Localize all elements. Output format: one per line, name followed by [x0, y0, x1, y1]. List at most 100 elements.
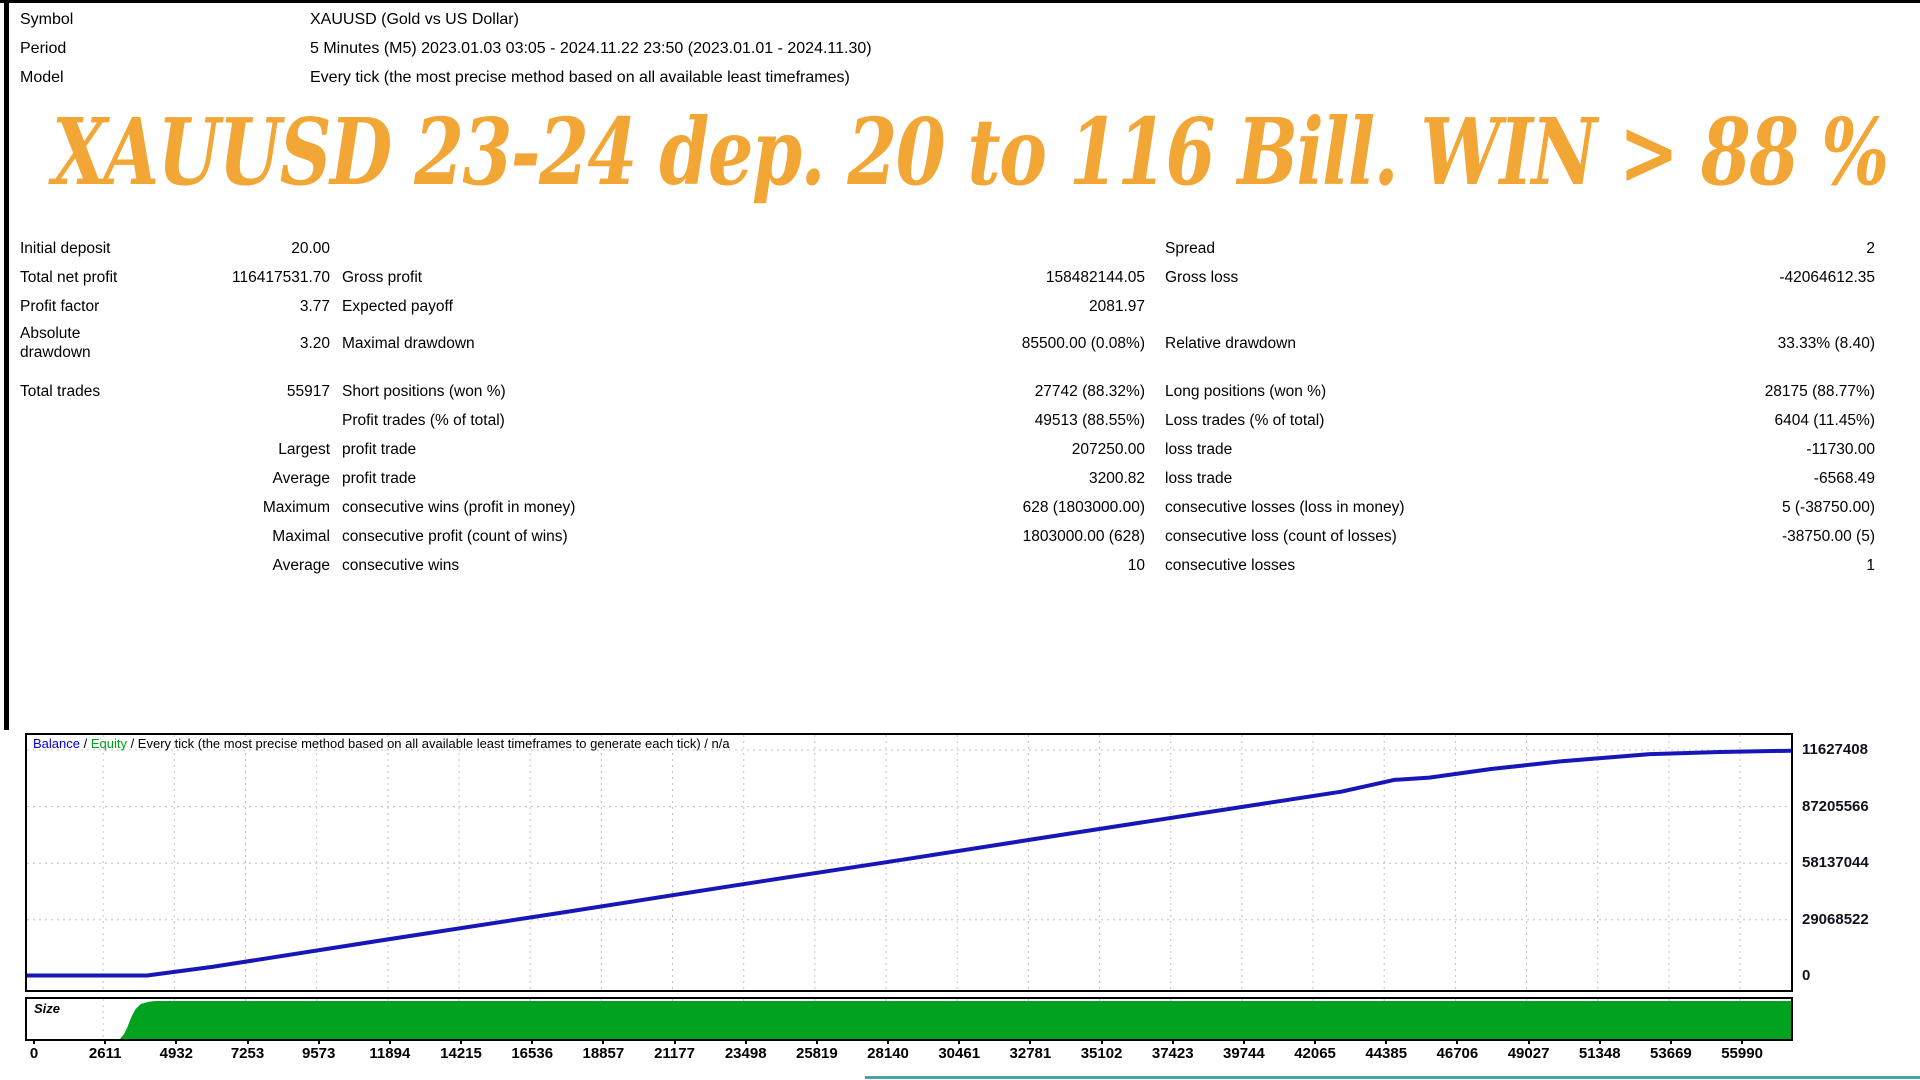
table-row: Initial deposit 20.00 Spread 2 — [0, 234, 1895, 263]
y-axis-label: 11627408 — [1802, 741, 1868, 758]
x-tick-label: 2611 — [88, 1045, 122, 1062]
x-tick-label: 49027 — [1507, 1045, 1550, 1062]
x-tick-mark — [104, 1039, 107, 1044]
x-tick-mark — [33, 1039, 35, 1044]
stat-label: consecutive wins (profit in money) — [342, 499, 576, 516]
x-tick-mark — [1385, 1039, 1388, 1044]
stat-label: Profit trades (% of total) — [342, 412, 505, 429]
table-row: Total trades 55917 Short positions (won … — [0, 377, 1895, 406]
stat-label: Gross profit — [342, 269, 423, 286]
stat-qualifier: Average — [272, 470, 330, 487]
period-label: Period — [20, 40, 67, 57]
x-tick-mark — [744, 1039, 747, 1044]
y-axis-label: 0 — [1802, 967, 1811, 985]
x-tick-mark — [175, 1039, 178, 1044]
x-tick-mark — [317, 1039, 320, 1044]
model-value: Every tick (the most precise method base… — [310, 69, 850, 86]
x-tick-label: 35102 — [1080, 1045, 1123, 1062]
results-table: Initial deposit 20.00 Spread 2 Total net… — [0, 234, 1895, 580]
test-info-table: Symbol XAUUSD (Gold vs US Dollar) Period… — [0, 5, 1900, 92]
x-tick-label: 39744 — [1223, 1045, 1265, 1062]
legend-model-text: / Every tick (the most precise method ba… — [126, 736, 730, 751]
symbol-row: Symbol XAUUSD (Gold vs US Dollar) — [0, 5, 1900, 34]
table-row: Maximum consecutive wins (profit in mone… — [0, 493, 1895, 522]
top-border — [0, 0, 1920, 3]
stat-label: loss trade — [1165, 470, 1233, 487]
stat-value: 628 (1803000.00) — [1022, 499, 1145, 516]
stat-label: Spread — [1165, 240, 1215, 257]
size-panel-label: Size — [34, 1001, 61, 1016]
stat-value: 3.77 — [299, 298, 330, 315]
x-tick-label: 11894 — [369, 1045, 411, 1062]
bottom-accent-strip — [865, 1076, 1920, 1079]
size-panel: Size — [25, 997, 1793, 1041]
x-tick-mark — [1527, 1039, 1530, 1044]
x-tick-mark — [673, 1039, 676, 1044]
stat-value: -42064612.35 — [1779, 269, 1875, 286]
stat-value: 6404 (11.45%) — [1774, 412, 1875, 429]
stat-value: 2 — [1866, 240, 1875, 257]
symbol-value: XAUUSD (Gold vs US Dollar) — [310, 11, 519, 28]
balance-chart-panel: Balance / Equity / Every tick (the most … — [25, 733, 1793, 992]
stat-label: Maximal drawdown — [342, 334, 475, 352]
x-tick-mark — [388, 1039, 391, 1044]
stat-label: consecutive profit (count of wins) — [342, 528, 568, 545]
table-row: Average profit trade 3200.82 loss trade … — [0, 464, 1895, 493]
stat-qualifier: Largest — [278, 441, 330, 458]
x-tick-mark — [1741, 1039, 1744, 1044]
model-label: Model — [20, 69, 64, 86]
x-tick-label: 51348 — [1578, 1045, 1621, 1062]
stat-value: 27742 (88.32%) — [1034, 383, 1145, 400]
x-tick-label: 23498 — [724, 1045, 767, 1062]
stat-label: loss trade — [1165, 441, 1233, 458]
x-tick-mark — [887, 1039, 890, 1044]
x-tick-label: 32781 — [1009, 1045, 1052, 1062]
stat-qualifier: Maximal — [272, 528, 330, 545]
table-row: Absolute drawdown 3.20 Maximal drawdown … — [0, 321, 1895, 365]
promo-banner-text: XAUUSD 23-24 dep. 20 to 116 Bill. WIN > … — [52, 98, 1889, 206]
stat-value: 20.00 — [291, 240, 330, 257]
stat-label: Relative drawdown — [1165, 334, 1296, 352]
x-tick-mark — [1242, 1039, 1245, 1044]
x-tick-mark — [1456, 1039, 1459, 1044]
stat-value: 28175 (88.77%) — [1764, 383, 1875, 400]
stat-label: Profit factor — [20, 298, 100, 315]
stat-label: Loss trades (% of total) — [1165, 412, 1325, 429]
stat-value: 1 — [1866, 557, 1875, 574]
stat-value: -11730.00 — [1806, 441, 1875, 458]
left-border — [4, 0, 9, 730]
x-tick-mark — [602, 1039, 605, 1044]
stat-value: 49513 (88.55%) — [1034, 412, 1145, 429]
stat-qualifier: Average — [272, 557, 330, 574]
stat-value: 2081.97 — [1088, 298, 1145, 315]
stat-label: Short positions (won %) — [342, 383, 506, 400]
stat-value: 55917 — [286, 383, 330, 400]
x-tick-mark — [246, 1039, 249, 1044]
table-row: Profit factor 3.77 Expected payoff 2081.… — [0, 292, 1895, 321]
period-value: 5 Minutes (M5) 2023.01.03 03:05 - 2024.1… — [310, 40, 872, 57]
stat-value: 33.33% (8.40) — [1777, 334, 1875, 352]
x-tick-mark — [958, 1039, 961, 1044]
x-tick-label: 53669 — [1650, 1045, 1692, 1062]
y-axis-label: 29068522 — [1802, 910, 1869, 928]
x-tick-label: 55990 — [1721, 1045, 1763, 1062]
y-axis-label: 87205566 — [1802, 797, 1869, 815]
stat-value: -38750.00 (5) — [1781, 528, 1875, 545]
size-chart-svg — [102, 999, 1791, 1039]
x-tick-mark — [460, 1039, 463, 1044]
stat-label: consecutive wins — [342, 557, 460, 574]
stat-value: -6568.49 — [1813, 470, 1875, 487]
stat-label: consecutive losses (loss in money) — [1165, 499, 1405, 516]
table-row: Total net profit 116417531.70 Gross prof… — [0, 263, 1895, 292]
x-tick-label: 0 — [29, 1045, 39, 1062]
x-tick-label: 30461 — [938, 1045, 981, 1062]
stat-value: 207250.00 — [1071, 441, 1145, 458]
stat-value: 5 (-38750.00) — [1781, 499, 1875, 516]
legend-equity: Equity — [90, 736, 127, 751]
stat-label: profit trade — [342, 441, 417, 458]
x-tick-label: 21177 — [654, 1045, 695, 1062]
x-tick-label: 44385 — [1365, 1045, 1408, 1062]
x-tick-label: 46706 — [1436, 1045, 1479, 1062]
stat-value: 158482144.05 — [1045, 269, 1145, 286]
